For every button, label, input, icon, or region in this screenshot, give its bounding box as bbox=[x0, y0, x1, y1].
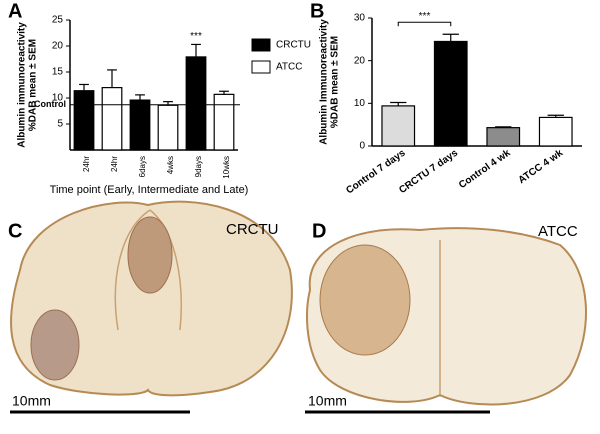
y-axis-label: %DAB mean ± SEM bbox=[330, 36, 341, 128]
bar bbox=[73, 90, 95, 151]
x-tick-label: Control 4 wk bbox=[457, 147, 513, 191]
y-tick-label: 5 bbox=[57, 119, 63, 130]
brain-section-c bbox=[10, 200, 293, 414]
image-label: ATCC bbox=[538, 223, 578, 240]
bar bbox=[129, 99, 151, 151]
significance-bracket bbox=[397, 21, 452, 27]
x-axis-label: Time point (Early, Intermediate and Late… bbox=[50, 184, 249, 196]
legend-label: CRCTU bbox=[276, 40, 311, 51]
legend-label: ATCC bbox=[276, 62, 302, 73]
y-tick-label: 20 bbox=[354, 55, 366, 66]
bar bbox=[185, 56, 207, 151]
reference-label: Control bbox=[34, 99, 66, 109]
legend-swatch bbox=[251, 38, 271, 52]
panel-label: B bbox=[310, 0, 324, 22]
x-tick-label: 4wks bbox=[166, 156, 175, 174]
bar bbox=[157, 104, 179, 151]
x-tick-label: 6days bbox=[138, 156, 147, 177]
y-tick-label: 20 bbox=[52, 41, 64, 52]
scale-label: 10mm bbox=[308, 393, 347, 409]
y-tick-label: 15 bbox=[52, 67, 64, 78]
y-axis-label: %DAB mean ± SEM bbox=[28, 39, 39, 131]
x-tick-label: 9days bbox=[194, 156, 203, 177]
panel-label: D bbox=[312, 220, 326, 242]
bar bbox=[101, 86, 123, 151]
x-tick-label: 24hr bbox=[82, 156, 91, 172]
y-axis-label: Albumin immunoreactivity bbox=[17, 22, 28, 148]
y-tick-label: 25 bbox=[52, 15, 64, 26]
panel-label: C bbox=[8, 220, 22, 242]
bar bbox=[433, 40, 468, 147]
scale-label: 10mm bbox=[12, 393, 51, 409]
legend-swatch bbox=[251, 60, 271, 74]
bar bbox=[538, 116, 573, 147]
y-axis-label: Albumin Immunoreactivity bbox=[319, 19, 330, 145]
significance: *** bbox=[190, 31, 202, 42]
y-tick-label: 10 bbox=[52, 93, 64, 104]
image-label: CRCTU bbox=[226, 221, 279, 238]
brain-section-d bbox=[305, 227, 587, 414]
bar bbox=[213, 93, 235, 151]
y-tick-label: 0 bbox=[359, 141, 365, 152]
significance: *** bbox=[419, 11, 431, 22]
y-tick-label: 10 bbox=[354, 98, 366, 109]
panel-label: A bbox=[8, 0, 22, 22]
bar bbox=[381, 105, 416, 147]
y-tick-label: 30 bbox=[354, 13, 366, 24]
x-tick-label: 24hr bbox=[110, 156, 119, 172]
bar bbox=[486, 127, 521, 147]
x-tick-label: 10wks bbox=[222, 156, 231, 179]
x-tick-label: ATCC 4 wk bbox=[516, 147, 565, 186]
x-tick-label: CRCTU 7 days bbox=[397, 147, 460, 196]
